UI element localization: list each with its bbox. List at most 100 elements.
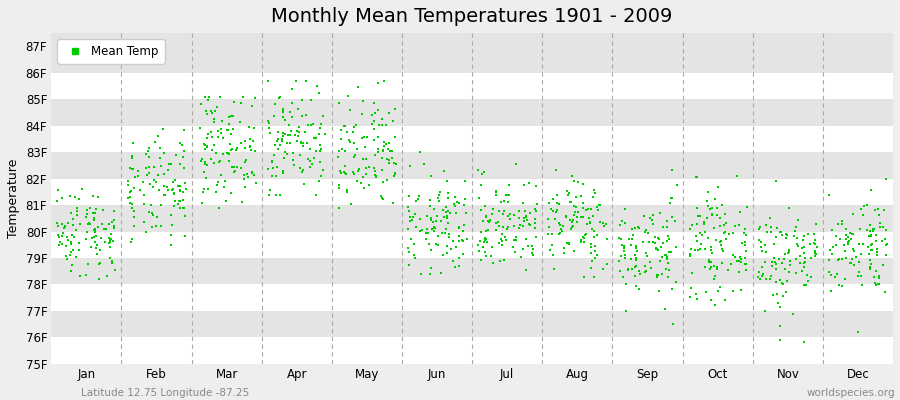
Point	[481, 218, 495, 224]
Point	[178, 213, 193, 220]
Point	[569, 204, 583, 210]
Point	[500, 213, 515, 219]
Point	[346, 129, 361, 136]
Point	[337, 169, 351, 175]
Point	[122, 165, 137, 172]
Point	[567, 248, 581, 254]
Point	[55, 221, 69, 228]
Point	[142, 170, 157, 176]
Point	[436, 252, 450, 258]
Point	[767, 241, 781, 247]
Point	[201, 186, 215, 192]
Point	[870, 206, 885, 212]
Point	[166, 203, 181, 209]
Point	[98, 239, 112, 245]
Point	[865, 247, 879, 253]
Point	[588, 243, 602, 250]
Point	[125, 152, 140, 159]
Point	[438, 230, 453, 236]
Legend: Mean Temp: Mean Temp	[58, 39, 165, 64]
Point	[243, 144, 257, 150]
Point	[410, 224, 424, 230]
Point	[710, 264, 724, 270]
Point	[586, 213, 600, 219]
Point	[283, 109, 297, 115]
Point	[360, 134, 374, 140]
Point	[104, 236, 118, 242]
Point	[292, 165, 307, 172]
Point	[387, 170, 401, 176]
Point	[844, 256, 859, 263]
Point	[288, 132, 302, 138]
Point	[261, 166, 275, 172]
Point	[387, 160, 401, 166]
Point	[779, 235, 794, 241]
Point	[860, 227, 875, 234]
Point	[497, 257, 511, 263]
Point	[106, 217, 121, 224]
Point	[752, 276, 767, 282]
Point	[705, 204, 719, 211]
Point	[853, 206, 868, 212]
Point	[334, 127, 348, 134]
Point	[263, 130, 277, 136]
Point	[528, 216, 543, 222]
Point	[629, 283, 643, 290]
Point	[639, 227, 653, 233]
Point	[553, 221, 567, 228]
Point	[690, 204, 705, 211]
Point	[474, 207, 489, 214]
Point	[651, 246, 665, 253]
Point	[100, 273, 114, 280]
Point	[684, 222, 698, 228]
Point	[201, 130, 215, 137]
Point	[479, 228, 493, 234]
Point	[234, 100, 248, 106]
Point	[737, 230, 751, 236]
Point	[733, 254, 747, 260]
Point	[105, 260, 120, 266]
Point	[800, 278, 814, 284]
Point	[230, 144, 245, 151]
Point	[56, 230, 70, 236]
Point	[224, 190, 238, 197]
Point	[716, 259, 730, 266]
Point	[613, 222, 627, 228]
Point	[309, 148, 323, 154]
Point	[276, 108, 291, 114]
Point	[385, 148, 400, 155]
Point	[801, 278, 815, 284]
Point	[832, 282, 846, 289]
Point	[212, 93, 227, 100]
Point	[494, 236, 508, 242]
Point	[657, 306, 671, 313]
Point	[868, 282, 883, 288]
Point	[248, 125, 262, 131]
Point	[555, 228, 570, 234]
Point	[387, 134, 401, 141]
Point	[738, 255, 752, 262]
Point	[775, 279, 789, 286]
Point	[716, 230, 731, 236]
Point	[767, 255, 781, 261]
Point	[570, 214, 584, 220]
Point	[284, 113, 299, 120]
Point	[871, 280, 886, 287]
Point	[592, 202, 607, 208]
Point	[621, 265, 635, 272]
Point	[140, 147, 155, 154]
Point	[66, 216, 80, 222]
Point	[754, 263, 769, 270]
Point	[760, 222, 774, 228]
Point	[382, 140, 397, 147]
Point	[511, 225, 526, 232]
Point	[492, 208, 507, 214]
Point	[834, 256, 849, 262]
Point	[96, 226, 111, 232]
Point	[759, 276, 773, 282]
Point	[698, 220, 712, 226]
Point	[519, 216, 534, 223]
Point	[708, 195, 723, 202]
Point	[348, 122, 363, 128]
Point	[144, 202, 158, 209]
